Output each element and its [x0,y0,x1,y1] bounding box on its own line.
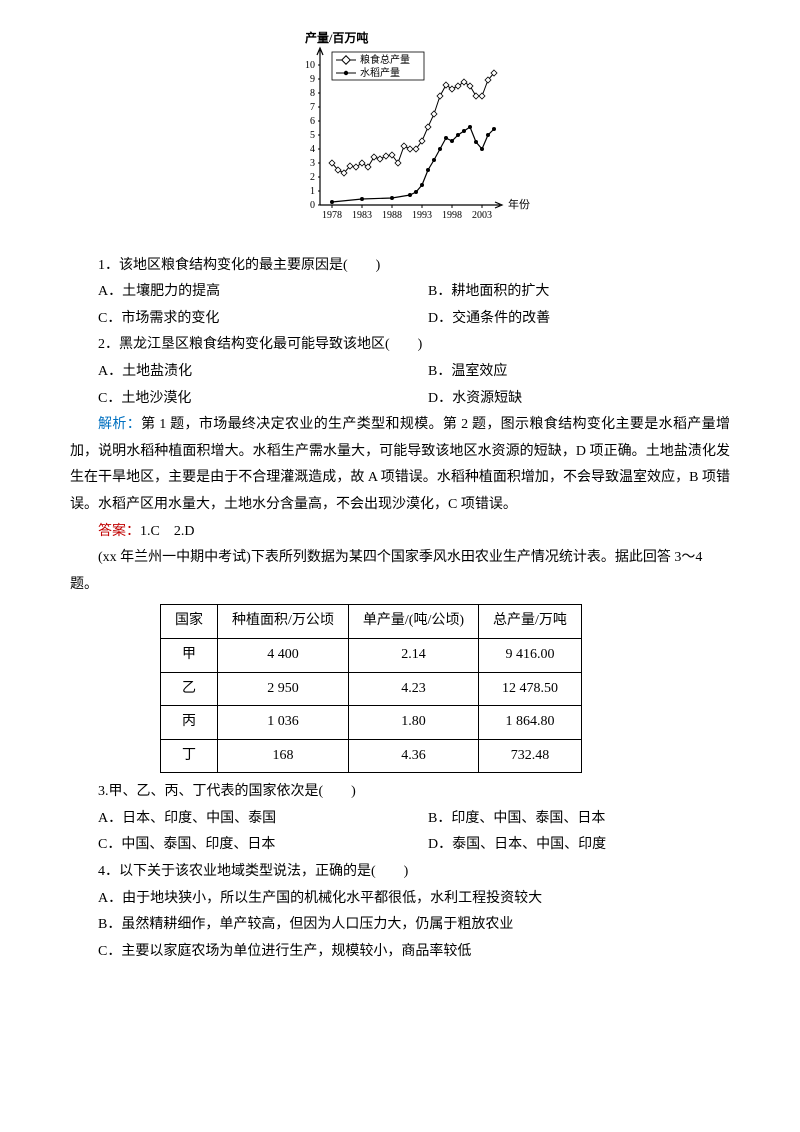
data-table: 国家 种植面积/万公顷 单产量/(吨/公顷) 总产量/万吨 甲 4 400 2.… [160,604,582,773]
q3-opt-a: A．日本、印度、中国、泰国 [70,806,400,833]
svg-text:1: 1 [310,186,315,197]
answer-block: 答案：1.C 2.D [70,519,730,546]
y-axis-label: 产量/百万吨 [305,30,368,45]
q1-opt-c: C．市场需求的变化 [70,306,400,333]
svg-text:3: 3 [310,158,315,169]
q4-opt-c: C．主要以家庭农场为单位进行生产，规模较小，商品率较低 [70,939,730,966]
table-row: 甲 4 400 2.14 9 416.00 [161,638,582,672]
q2-opt-a: A．土地盐渍化 [70,359,400,386]
q4-stem: 4．以下关于该农业地域类型说法，正确的是( ) [70,859,730,886]
svg-text:4: 4 [310,144,315,155]
answer-text: 1.C 2.D [140,524,194,539]
svg-text:1998: 1998 [442,210,462,221]
svg-text:水稻产量: 水稻产量 [360,66,400,79]
q3-opt-d: D．泰国、日本、中国、印度 [400,832,730,859]
q4-opt-a: A．由于地块狭小，所以生产国的机械化水平都很低，水利工程投资较大 [70,886,730,913]
q3-opt-c: C．中国、泰国、印度、日本 [70,832,400,859]
y-ticks: 0 1 2 3 4 5 6 7 8 9 10 [305,60,320,211]
x-axis-label: 年份 [508,197,530,211]
svg-text:粮食总产量: 粮食总产量 [360,53,410,66]
q2-stem: 2．黑龙江垦区粮食结构变化最可能导致该地区( ) [70,332,730,359]
svg-text:6: 6 [310,116,315,127]
svg-text:1983: 1983 [352,210,372,221]
svg-text:8: 8 [310,88,315,99]
table-header-row: 国家 种植面积/万公顷 单产量/(吨/公顷) 总产量/万吨 [161,605,582,639]
svg-text:0: 0 [310,200,315,211]
series2-markers [330,125,496,204]
context-q34: (xx 年兰州一中期中考试)下表所列数据为某四个国家季风水田农业生产情况统计表。… [70,545,730,598]
x-ticks: 1978 1983 1988 1993 1998 2003 [322,205,492,221]
q1-opt-a: A．土壤肥力的提高 [70,279,400,306]
q3-stem: 3.甲、乙、丙、丁代表的国家依次是( ) [70,779,730,806]
table-row: 乙 2 950 4.23 12 478.50 [161,672,582,706]
series1-markers [329,70,497,176]
svg-text:2: 2 [310,172,315,183]
svg-text:2003: 2003 [472,210,492,221]
legend-item-2: 水稻产量 [336,66,400,79]
th-area: 种植面积/万公顷 [218,605,349,639]
q1-opt-d: D．交通条件的改善 [400,306,730,333]
svg-text:10: 10 [305,60,315,71]
analysis-label: 解析： [98,417,141,432]
q3-opt-b: B．印度、中国、泰国、日本 [400,806,730,833]
th-total: 总产量/万吨 [479,605,582,639]
q2-opt-b: B．温室效应 [400,359,730,386]
q2-opt-d: D．水资源短缺 [400,386,730,413]
legend-item-1: 粮食总产量 [336,53,410,66]
table-row: 丁 168 4.36 732.48 [161,739,582,773]
svg-text:1978: 1978 [322,210,342,221]
q2-opt-c: C．土地沙漠化 [70,386,400,413]
svg-text:5: 5 [310,130,315,141]
q1-stem: 1．该地区粮食结构变化的最主要原因是( ) [70,253,730,280]
svg-text:1993: 1993 [412,210,432,221]
q1-opt-b: B．耕地面积的扩大 [400,279,730,306]
analysis-text: 第 1 题，市场最终决定农业的生产类型和规模。第 2 题，图示粮食结构变化主要是… [70,417,730,512]
th-country: 国家 [161,605,218,639]
yield-chart: 产量/百万吨 0 1 2 3 4 5 6 7 8 9 10 [270,30,530,241]
svg-text:7: 7 [310,102,315,113]
analysis-block: 解析：第 1 题，市场最终决定农业的生产类型和规模。第 2 题，图示粮食结构变化… [70,412,730,518]
table-row: 丙 1 036 1.80 1 864.80 [161,706,582,740]
th-yield: 单产量/(吨/公顷) [348,605,478,639]
answer-label: 答案： [98,524,140,539]
q4-opt-b: B．虽然精耕细作，单产较高，但因为人口压力大，仍属于粗放农业 [70,912,730,939]
svg-text:1988: 1988 [382,210,402,221]
svg-text:9: 9 [310,74,315,85]
